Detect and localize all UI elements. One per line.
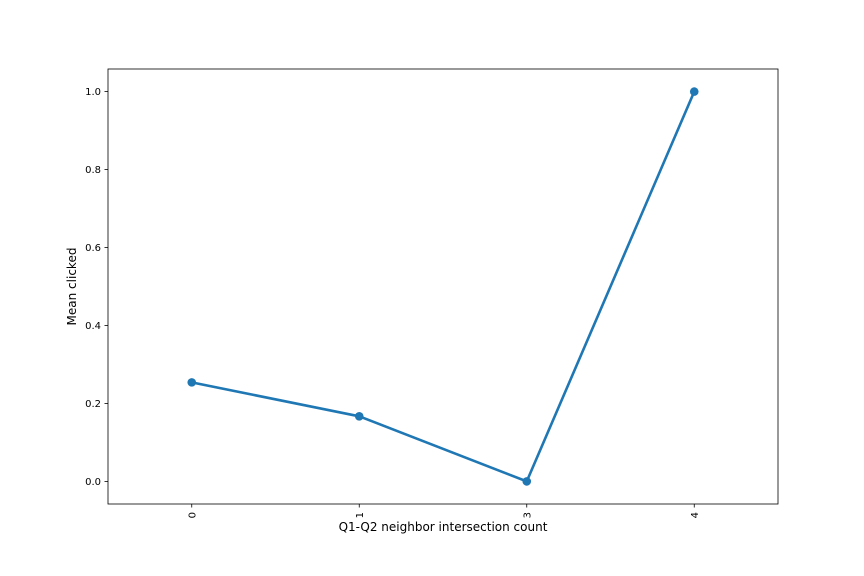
x-axis-label: Q1-Q2 neighbor intersection count bbox=[339, 520, 548, 534]
series-layer bbox=[187, 87, 699, 486]
data-point bbox=[522, 477, 532, 486]
data-point bbox=[187, 378, 197, 387]
series-line bbox=[191, 91, 696, 483]
y-axis-label: Mean clicked bbox=[65, 248, 79, 326]
x-tick-label: 0 bbox=[187, 512, 198, 518]
y-tick-label: 0.6 bbox=[85, 243, 101, 254]
x-tick-label: 3 bbox=[522, 512, 533, 518]
plot-frame bbox=[107, 68, 779, 505]
x-tick-label: 4 bbox=[690, 512, 701, 518]
y-tick-label: 0.4 bbox=[85, 321, 101, 332]
data-point bbox=[354, 411, 364, 421]
y-axis-ticks: 0.0 0.2 0.4 0.6 0.8 1.0 bbox=[85, 87, 108, 488]
y-tick-label: 0.8 bbox=[85, 165, 101, 176]
x-axis-ticks: 0 1 3 4 bbox=[187, 504, 701, 518]
data-point bbox=[689, 87, 699, 96]
y-tick-label: 0.2 bbox=[85, 399, 101, 410]
y-tick-label: 1.0 bbox=[85, 87, 101, 98]
y-tick-label: 0.0 bbox=[85, 477, 101, 488]
x-tick-label: 1 bbox=[355, 512, 366, 518]
